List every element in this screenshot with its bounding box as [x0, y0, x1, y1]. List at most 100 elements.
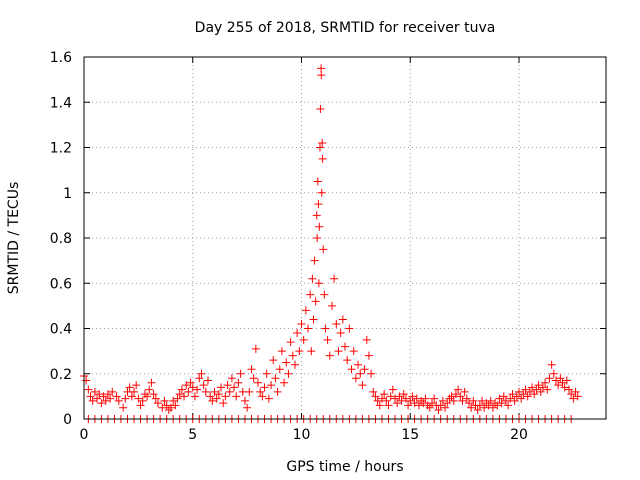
grid-lines	[84, 57, 606, 419]
data-point	[419, 399, 428, 408]
data-point	[536, 387, 545, 396]
axis-ticks: 0 5 10 15 20 0 0.2 0.4 0.6 0.8 1 1.2 1.4 1.6	[50, 50, 606, 443]
data-point	[127, 392, 136, 401]
data-point	[371, 392, 380, 401]
data-point	[436, 401, 445, 410]
data-point	[160, 396, 169, 405]
data-point	[132, 381, 141, 390]
data-point	[460, 387, 469, 396]
data-point	[549, 369, 558, 378]
data-point	[323, 335, 332, 344]
data-point	[99, 392, 108, 401]
data-point	[360, 365, 369, 374]
data-point	[284, 369, 293, 378]
data-point	[297, 319, 306, 328]
data-point	[573, 392, 582, 401]
data-point	[506, 394, 515, 403]
data-point	[495, 394, 504, 403]
data-point	[313, 234, 322, 242]
data-point	[299, 335, 308, 344]
data-point	[90, 387, 99, 396]
data-point	[84, 385, 93, 394]
data-point	[510, 396, 519, 405]
data-point	[169, 396, 178, 405]
data-point	[315, 222, 324, 231]
data-point	[543, 385, 552, 394]
data-point	[565, 385, 574, 394]
data-point	[88, 396, 97, 405]
data-point	[271, 374, 280, 383]
data-point	[325, 351, 334, 360]
data-point	[451, 390, 460, 399]
data-point	[393, 399, 402, 408]
data-point	[95, 390, 104, 399]
data-point	[567, 390, 576, 399]
data-point	[478, 396, 487, 405]
data-point	[97, 399, 106, 408]
data-point	[367, 369, 376, 378]
data-point	[232, 392, 241, 401]
data-point	[188, 383, 197, 392]
data-point	[147, 378, 156, 387]
data-point	[219, 399, 228, 408]
data-point	[358, 381, 367, 390]
data-point	[373, 396, 382, 405]
data-point	[406, 396, 415, 405]
data-point	[256, 387, 265, 396]
data-point	[438, 396, 447, 405]
data-point	[312, 211, 321, 220]
data-point	[343, 356, 352, 365]
data-point	[177, 385, 186, 394]
data-point	[508, 390, 517, 399]
data-point	[356, 369, 365, 378]
data-point	[208, 396, 217, 405]
data-point	[93, 394, 102, 403]
data-point	[273, 387, 282, 396]
y-axis-label: SRMTID / TECUs	[6, 182, 22, 295]
data-point	[545, 374, 554, 383]
data-point	[143, 392, 152, 401]
data-point	[203, 376, 212, 385]
data-point	[369, 387, 378, 396]
data-point	[512, 392, 521, 401]
data-point	[171, 401, 180, 410]
data-point	[82, 376, 91, 385]
data-point	[397, 396, 406, 405]
x-tick-label: 15	[401, 427, 419, 443]
data-point	[423, 401, 432, 410]
data-point	[380, 390, 389, 399]
data-point	[517, 394, 526, 403]
data-point	[280, 378, 289, 387]
data-point	[473, 405, 482, 414]
data-point	[317, 71, 326, 80]
y-tick-label: 0	[63, 412, 72, 428]
data-point	[395, 392, 404, 401]
data-point	[151, 394, 160, 403]
data-point	[308, 274, 317, 283]
data-point	[138, 396, 147, 405]
x-tick-label: 20	[510, 427, 528, 443]
data-point	[458, 396, 467, 405]
data-point	[307, 347, 316, 356]
data-point	[345, 324, 354, 333]
data-point	[114, 396, 123, 405]
data-point	[556, 374, 565, 383]
data-point	[140, 390, 149, 399]
data-point	[515, 387, 523, 396]
data-point	[125, 383, 134, 392]
data-point	[240, 396, 249, 405]
data-point	[486, 396, 495, 405]
data-point	[258, 392, 267, 401]
data-point	[173, 394, 182, 403]
data-point	[523, 392, 532, 401]
data-point	[149, 390, 158, 399]
data-point	[551, 376, 560, 385]
data-point	[306, 290, 315, 299]
data-point	[497, 399, 506, 408]
data-point	[412, 394, 421, 403]
y-tick-label: 0.4	[50, 322, 72, 338]
data-point	[504, 401, 513, 410]
data-point	[254, 378, 262, 387]
data-point	[236, 369, 245, 378]
data-point	[86, 392, 95, 401]
